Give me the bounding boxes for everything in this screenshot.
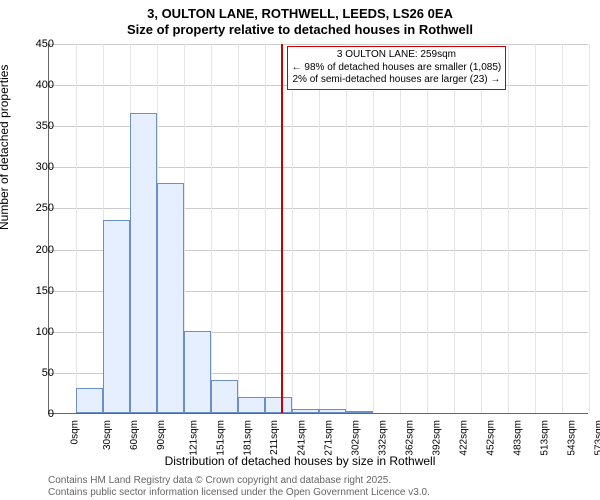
chart-container: 3, OULTON LANE, ROTHWELL, LEEDS, LS26 0E…	[0, 0, 600, 500]
gridline-v	[400, 44, 401, 413]
y-tick-label: 200	[24, 244, 54, 256]
x-tick-label: 422sqm	[459, 420, 470, 456]
x-tick-label: 151sqm	[216, 420, 227, 456]
gridline-v	[76, 44, 77, 413]
annotation-line: 2% of semi-detached houses are larger (2…	[292, 74, 502, 87]
x-tick-label: 90sqm	[156, 420, 167, 450]
gridline-v	[562, 44, 563, 413]
gridline-v	[319, 44, 320, 413]
x-axis-label: Distribution of detached houses by size …	[0, 454, 600, 468]
histogram-bar	[157, 183, 184, 413]
x-tick-label: 573sqm	[594, 420, 600, 456]
x-tick-label: 211sqm	[269, 420, 280, 455]
gridline-v	[589, 44, 590, 413]
y-tick-label: 300	[24, 161, 54, 173]
histogram-bar	[76, 388, 103, 413]
x-tick-label: 392sqm	[432, 420, 443, 456]
y-tick-label: 400	[24, 79, 54, 91]
histogram-bar	[346, 411, 373, 413]
gridline-v	[427, 44, 428, 413]
gridline-v	[535, 44, 536, 413]
gridline-v	[238, 44, 239, 413]
x-tick-label: 513sqm	[540, 420, 551, 456]
histogram-bar	[211, 380, 238, 413]
x-tick-label: 332sqm	[378, 420, 389, 456]
marker-line	[281, 44, 283, 413]
x-tick-label: 452sqm	[486, 420, 497, 456]
x-tick-label: 0sqm	[69, 420, 80, 444]
gridline-v	[211, 44, 212, 413]
histogram-bar	[103, 220, 130, 413]
plot-area: 3 OULTON LANE: 259sqm← 98% of detached h…	[48, 44, 588, 414]
gridline-v	[346, 44, 347, 413]
gridline-v	[481, 44, 482, 413]
gridline-v	[508, 44, 509, 413]
y-tick-label: 450	[24, 38, 54, 50]
x-tick-label: 121sqm	[189, 420, 200, 456]
footer-copyright: Contains HM Land Registry data © Crown c…	[48, 475, 391, 486]
histogram-bar	[292, 409, 319, 413]
y-tick-label: 150	[24, 285, 54, 297]
y-tick-label: 0	[24, 408, 54, 420]
gridline-v	[265, 44, 266, 413]
y-tick-label: 350	[24, 120, 54, 132]
chart-title-main: 3, OULTON LANE, ROTHWELL, LEEDS, LS26 0E…	[0, 6, 600, 21]
x-tick-label: 60sqm	[129, 420, 140, 450]
histogram-bar	[319, 409, 346, 413]
annotation-box: 3 OULTON LANE: 259sqm← 98% of detached h…	[287, 46, 507, 90]
annotation-line: 3 OULTON LANE: 259sqm	[292, 49, 502, 62]
histogram-bar	[265, 397, 292, 413]
y-tick-label: 100	[24, 326, 54, 338]
x-tick-label: 543sqm	[567, 420, 578, 456]
annotation-line: ← 98% of detached houses are smaller (1,…	[292, 62, 502, 75]
y-axis-label: Number of detached properties	[0, 65, 11, 230]
x-tick-label: 483sqm	[513, 420, 524, 456]
chart-title-sub: Size of property relative to detached ho…	[0, 22, 600, 37]
gridline-v	[454, 44, 455, 413]
y-tick-label: 250	[24, 202, 54, 214]
x-tick-label: 302sqm	[351, 420, 362, 456]
gridline-v	[292, 44, 293, 413]
x-tick-label: 271sqm	[324, 420, 335, 456]
histogram-bar	[238, 397, 265, 413]
gridline-v	[373, 44, 374, 413]
y-tick-label: 50	[24, 367, 54, 379]
footer-licence: Contains public sector information licen…	[48, 487, 430, 498]
x-tick-label: 362sqm	[405, 420, 416, 456]
x-tick-label: 241sqm	[297, 420, 308, 456]
x-tick-label: 181sqm	[243, 420, 254, 456]
histogram-bar	[130, 113, 157, 413]
histogram-bar	[184, 331, 211, 413]
x-tick-label: 30sqm	[102, 420, 113, 450]
